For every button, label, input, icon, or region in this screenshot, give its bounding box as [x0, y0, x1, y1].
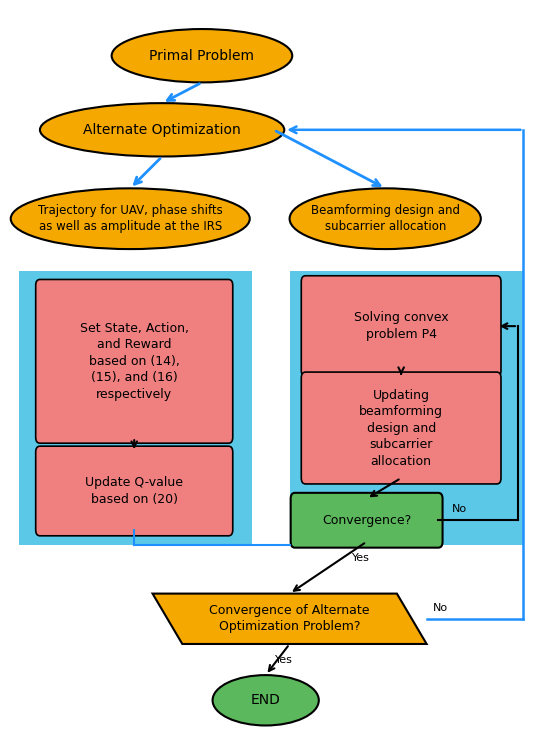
Text: Convergence of Alternate
Optimization Problem?: Convergence of Alternate Optimization Pr… — [209, 604, 370, 634]
FancyBboxPatch shape — [301, 372, 501, 484]
FancyBboxPatch shape — [301, 276, 501, 376]
Ellipse shape — [40, 103, 284, 156]
FancyBboxPatch shape — [36, 280, 233, 443]
Text: No: No — [451, 504, 467, 514]
Text: Update Q-value
based on (20): Update Q-value based on (20) — [85, 476, 183, 506]
Text: Yes: Yes — [275, 655, 293, 665]
Text: Updating
beamforming
design and
subcarrier
allocation: Updating beamforming design and subcarri… — [359, 389, 443, 467]
Text: No: No — [433, 603, 448, 612]
Text: Solving convex
problem P4: Solving convex problem P4 — [354, 311, 448, 341]
Ellipse shape — [289, 188, 481, 249]
Bar — [19, 271, 253, 544]
Text: Trajectory for UAV, phase shifts
as well as amplitude at the IRS: Trajectory for UAV, phase shifts as well… — [38, 204, 223, 233]
Ellipse shape — [112, 29, 292, 82]
Ellipse shape — [11, 188, 250, 249]
Text: END: END — [251, 693, 281, 708]
Text: Set State, Action,
and Reward
based on (14),
(15), and (16)
respectively: Set State, Action, and Reward based on (… — [80, 322, 189, 401]
Text: Beamforming design and
subcarrier allocation: Beamforming design and subcarrier alloca… — [311, 204, 460, 233]
Text: Yes: Yes — [352, 553, 370, 563]
Text: Primal Problem: Primal Problem — [150, 48, 254, 63]
Polygon shape — [152, 593, 427, 644]
Bar — [289, 271, 524, 544]
FancyBboxPatch shape — [291, 493, 443, 547]
FancyBboxPatch shape — [36, 446, 233, 536]
Ellipse shape — [212, 675, 319, 726]
Text: Convergence?: Convergence? — [322, 514, 411, 527]
Text: Alternate Optimization: Alternate Optimization — [83, 122, 241, 137]
